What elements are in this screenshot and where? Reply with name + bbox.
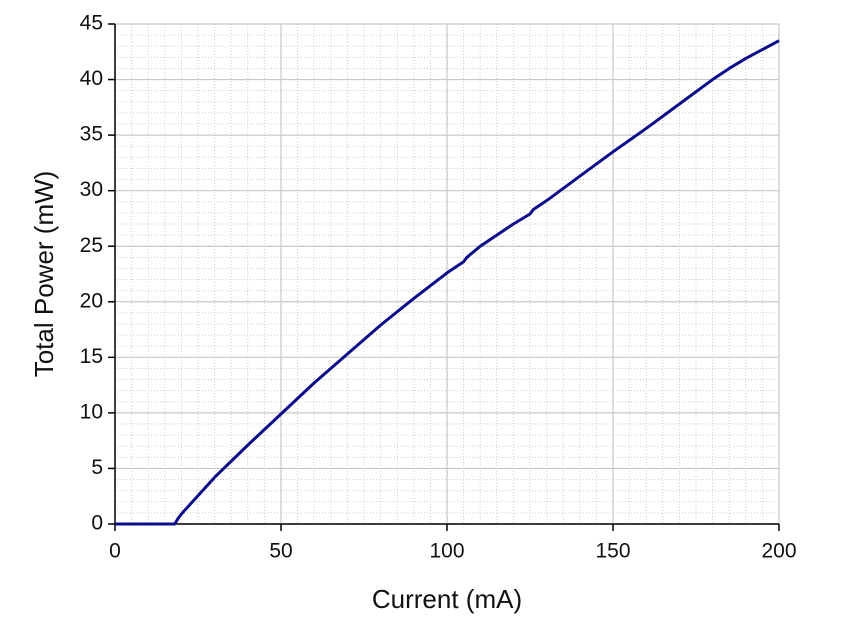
x-axis-label: Current (mA) xyxy=(372,584,522,614)
x-tick-label: 0 xyxy=(109,540,121,563)
y-tick-label: 0 xyxy=(91,512,103,535)
y-tick-label: 5 xyxy=(91,456,103,479)
y-tick-label: 40 xyxy=(80,67,103,90)
y-tick-label: 15 xyxy=(80,345,103,368)
x-tick-label: 100 xyxy=(429,540,464,563)
x-tick-label: 50 xyxy=(269,540,292,563)
y-tick-label: 10 xyxy=(80,400,103,423)
y-tick-label: 25 xyxy=(80,234,103,257)
data-line xyxy=(115,39,780,526)
x-tick-label: 200 xyxy=(761,540,796,563)
y-tick-label: 30 xyxy=(80,178,103,201)
y-axis-label: Total Power (mW) xyxy=(29,171,59,378)
y-tick-label: 45 xyxy=(80,12,103,35)
y-tick-label: 20 xyxy=(80,289,103,312)
x-tick-label: 150 xyxy=(595,540,630,563)
y-tick-label: 35 xyxy=(80,123,103,146)
